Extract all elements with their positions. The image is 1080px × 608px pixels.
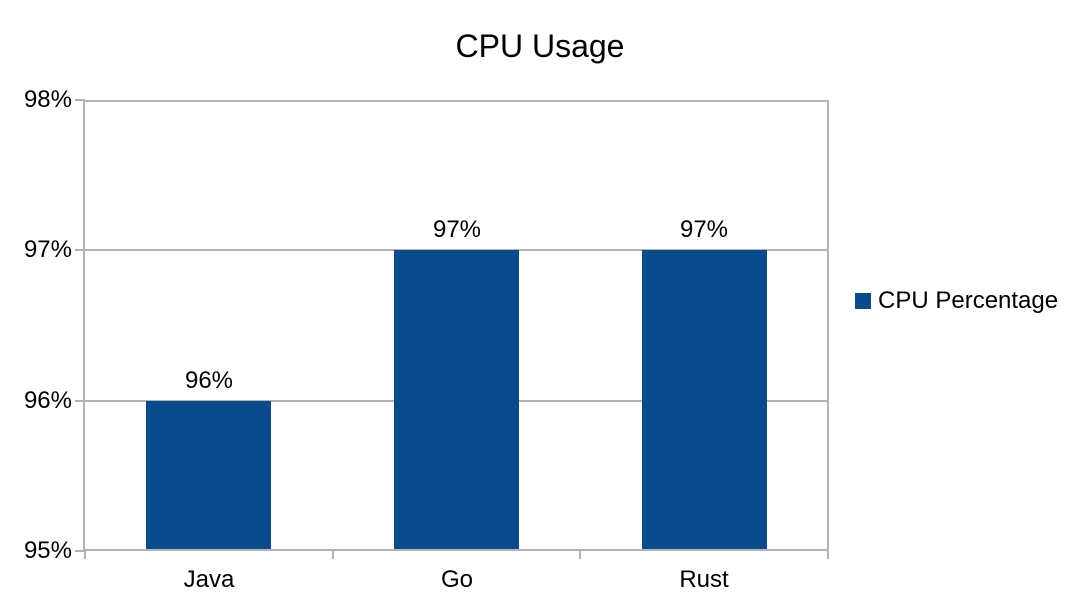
- y-axis-tick-97pct: [75, 249, 85, 252]
- y-axis-label-98pct: 98%: [23, 86, 72, 113]
- x-axis-label-java: Java: [183, 566, 235, 593]
- x-axis-label-rust: Rust: [679, 566, 729, 593]
- bar-go: [394, 250, 519, 551]
- legend-swatch-icon: [855, 293, 871, 309]
- plot-area: 96% 97% 97%: [85, 100, 828, 551]
- legend: CPU Percentage: [855, 287, 1058, 315]
- x-axis-line: [85, 549, 828, 551]
- x-axis-tick: [84, 550, 86, 559]
- bar-java: [146, 401, 271, 551]
- plot-right-border: [827, 100, 829, 551]
- x-axis-tick: [827, 550, 829, 559]
- x-axis-tick: [579, 550, 581, 559]
- y-axis-label-96pct: 96%: [23, 386, 72, 414]
- x-axis-label-go: Go: [440, 566, 473, 593]
- data-label-java: 96%: [184, 367, 234, 394]
- y-axis-label-97pct: 97%: [23, 236, 72, 264]
- y-axis-tick-95pct: [75, 550, 85, 552]
- data-label-rust: 97%: [679, 216, 729, 243]
- data-label-go: 97%: [432, 216, 482, 243]
- legend-label: CPU Percentage: [878, 287, 1059, 314]
- gridline-98pct: [85, 100, 828, 102]
- y-axis-line: [83, 100, 85, 551]
- y-axis-tick-98pct: [75, 99, 85, 101]
- y-axis-tick-96pct: [75, 399, 85, 402]
- chart-title: CPU Usage: [455, 28, 625, 64]
- bar-rust: [642, 250, 767, 551]
- y-axis-label-95pct: 95%: [23, 537, 72, 564]
- x-axis-tick: [332, 550, 334, 559]
